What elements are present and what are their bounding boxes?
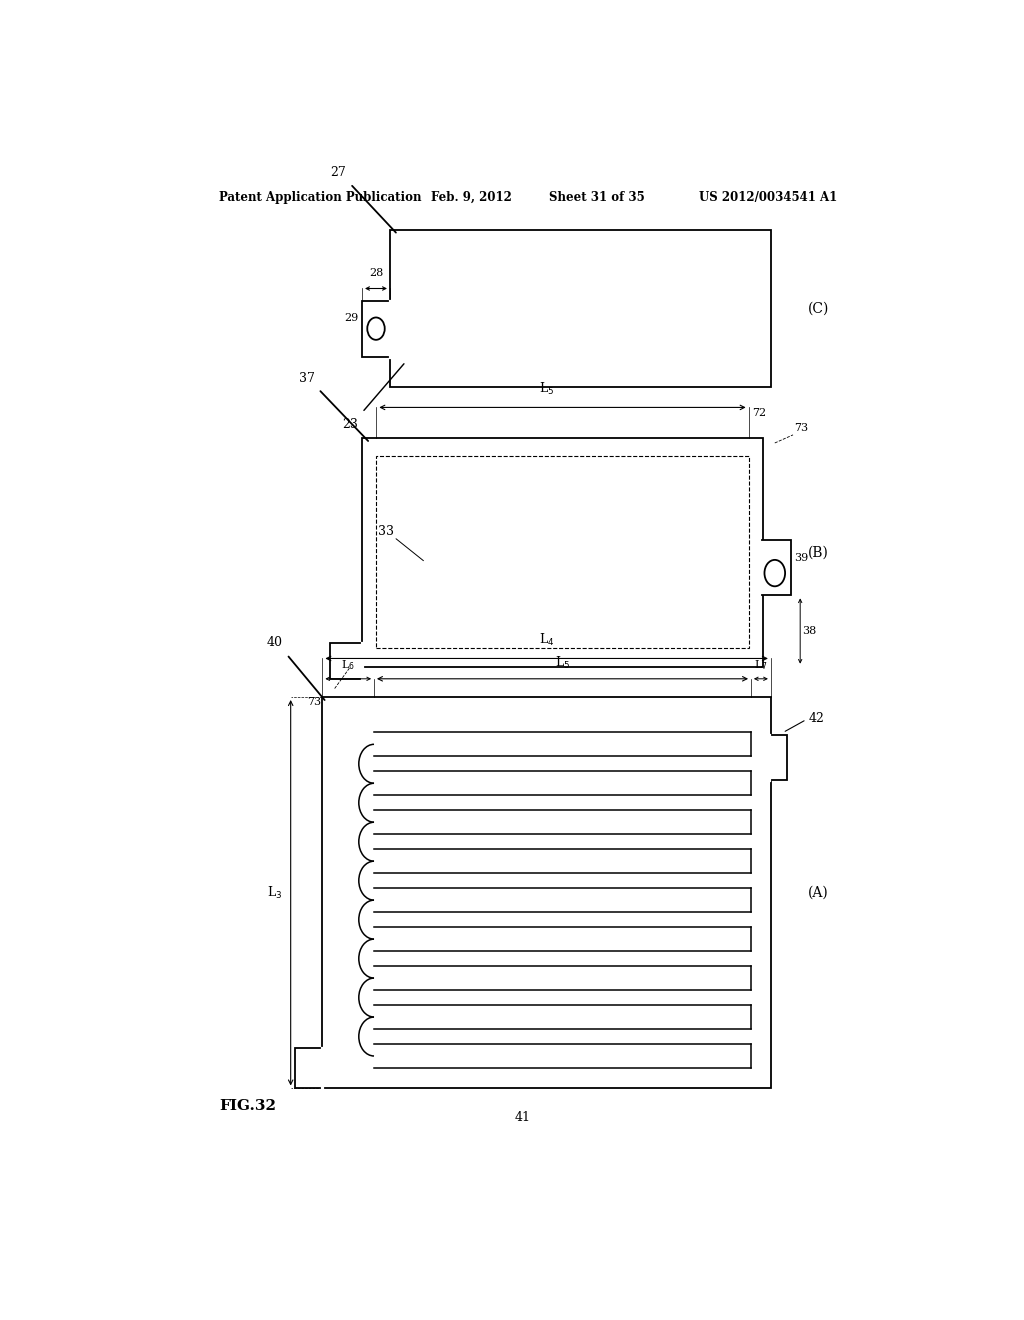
Text: 40: 40	[266, 636, 283, 649]
Text: 72: 72	[753, 408, 767, 417]
Bar	[390, 230, 771, 387]
Text: Feb. 9, 2012: Feb. 9, 2012	[431, 190, 512, 203]
Text: L$_5$: L$_5$	[555, 655, 570, 671]
Text: 73: 73	[795, 422, 809, 433]
Bar	[362, 301, 390, 356]
Text: 38: 38	[803, 626, 817, 636]
Text: 29: 29	[344, 313, 358, 323]
Bar	[759, 540, 791, 595]
Text: 23: 23	[342, 417, 358, 430]
Text: 33: 33	[378, 525, 394, 539]
Text: L$_5$: L$_5$	[539, 381, 554, 397]
Bar	[331, 643, 362, 678]
Text: L$_4$: L$_4$	[539, 632, 554, 648]
Bar	[323, 697, 771, 1089]
Text: US 2012/0034541 A1: US 2012/0034541 A1	[699, 190, 838, 203]
Bar	[295, 1048, 323, 1089]
Text: L$_6$: L$_6$	[341, 657, 355, 672]
Text: (B): (B)	[808, 545, 828, 560]
Text: Sheet 31 of 35: Sheet 31 of 35	[549, 190, 644, 203]
Text: (C): (C)	[808, 301, 829, 315]
Text: 41: 41	[515, 1110, 530, 1123]
Text: 39: 39	[795, 553, 809, 562]
Text: 37: 37	[299, 372, 314, 385]
Bar	[769, 735, 786, 780]
Text: 27: 27	[331, 166, 346, 178]
Text: 73: 73	[307, 697, 321, 708]
Text: L$_3$: L$_3$	[267, 884, 283, 900]
Text: 28: 28	[369, 268, 383, 279]
Text: FIG.32: FIG.32	[219, 1098, 276, 1113]
Bar	[377, 457, 749, 648]
Text: (A): (A)	[808, 886, 828, 900]
Text: L$_7$: L$_7$	[754, 657, 768, 672]
Text: Patent Application Publication: Patent Application Publication	[219, 190, 422, 203]
Bar	[362, 438, 763, 667]
Text: 42: 42	[809, 711, 824, 725]
